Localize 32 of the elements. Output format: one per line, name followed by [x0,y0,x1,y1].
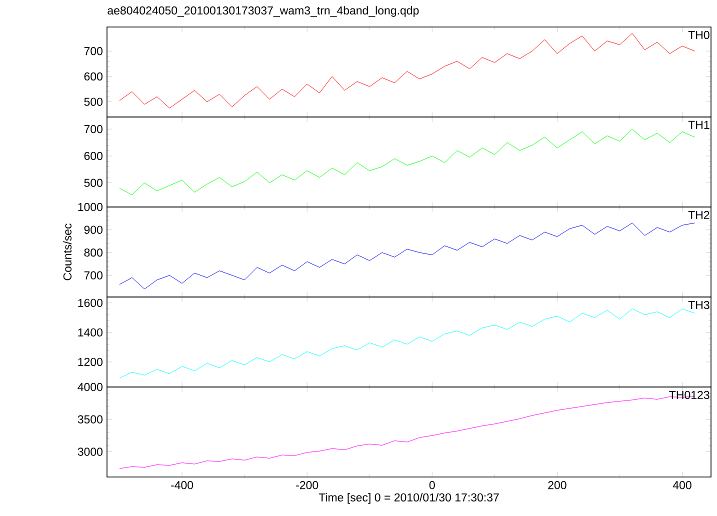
y-tick-label: 700 [84,47,103,56]
line-series [119,308,696,378]
y-tick-label: 4000 [78,382,103,392]
y-tick-label: 600 [84,152,103,160]
y-axis-title: Counts/sec [63,224,72,280]
y-tick-label: 1000 [78,202,103,212]
x-tick-label: 400 [672,481,692,490]
y-tick-label: 3000 [78,448,103,456]
x-tick-label: 200 [548,481,566,490]
x-tick-label: 0 [429,481,435,490]
y-tick-label: 500 [84,178,103,187]
x-tick-label: -400 [171,481,194,490]
series-label: TH0 [688,30,710,40]
series-label: TH3 [688,300,710,310]
y-tick-label: 700 [84,271,103,280]
y-tick-label: 500 [84,98,103,106]
y-tick-label: 1200 [78,358,103,366]
line-series [119,222,696,290]
y-tick-label: 3500 [78,415,103,424]
line-series [119,128,696,196]
y-tick-label: 800 [84,248,103,257]
chart-title: ae804024050_20100130173037_wam3_trn_4band_long.qdp [108,6,419,17]
y-tick-label: 900 [84,226,103,234]
y-tick-label: 600 [84,72,103,81]
y-tick-label: 700 [84,125,103,134]
series-label: TH2 [688,210,710,219]
series-label: TH1 [688,120,710,129]
series-label: TH0123 [669,390,710,400]
x-axis-title: Time [sec] 0 = 2010/01/30 17:30:37 [318,493,499,504]
y-tick-label: 1600 [78,298,103,307]
x-tick-label: -200 [296,481,318,490]
y-tick-label: 1400 [78,328,103,336]
